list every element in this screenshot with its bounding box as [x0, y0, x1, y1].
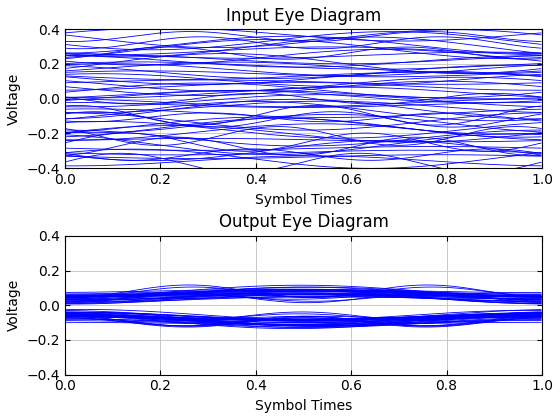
Title: Input Eye Diagram: Input Eye Diagram [226, 7, 381, 25]
Y-axis label: Voltage: Voltage [7, 73, 21, 125]
X-axis label: Symbol Times: Symbol Times [255, 192, 352, 207]
Title: Output Eye Diagram: Output Eye Diagram [218, 213, 389, 231]
X-axis label: Symbol Times: Symbol Times [255, 399, 352, 413]
Y-axis label: Voltage: Voltage [7, 279, 21, 331]
